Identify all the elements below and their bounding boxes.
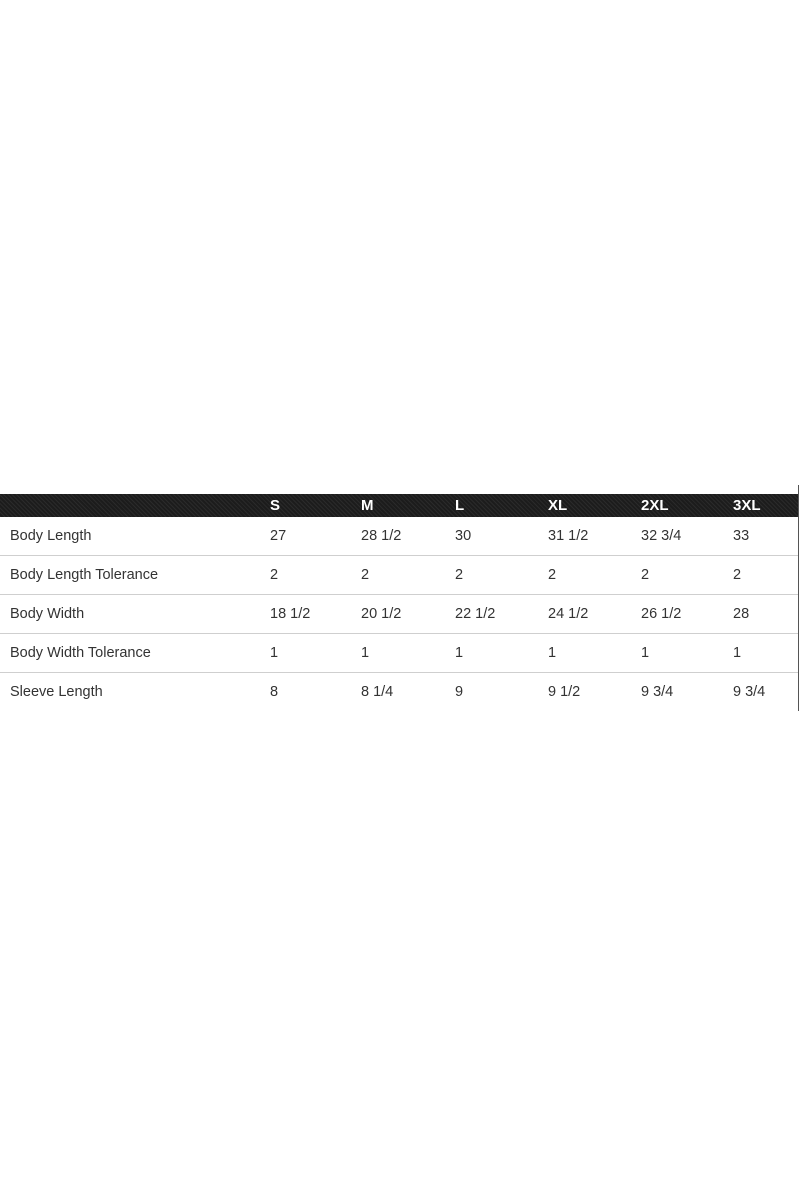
table-row: Body Length Tolerance 2 2 2 2 2 2 (0, 556, 798, 595)
table-cell: 2 (270, 567, 279, 583)
table-cell: 30 (455, 528, 472, 544)
table-cell: 1 (548, 645, 557, 661)
table-cell: 27 (270, 528, 287, 544)
table-header-row: S M L XL 2XL 3XL (0, 494, 798, 517)
table-cell: 1 (270, 645, 279, 661)
size-chart-table: S M L XL 2XL 3XL Body Length 27 28 1/2 30 31 1/2 3… (0, 494, 799, 711)
table-cell: 1 (733, 645, 742, 661)
table-cell: 1 (361, 645, 370, 661)
table-cell: 32 3/4 (641, 528, 682, 544)
table-cell: 1 (641, 645, 650, 661)
table-cell: 9 1/2 (548, 684, 581, 700)
table-cell: 28 1/2 (361, 528, 402, 544)
table-cell: 1 (455, 645, 464, 661)
table-cell: 24 1/2 (548, 606, 589, 622)
row-label: Sleeve Length (10, 684, 103, 700)
table-cell: 8 1/4 (361, 684, 394, 700)
column-header: M (361, 497, 374, 514)
table-body: Body Length 27 28 1/2 30 31 1/2 32 3/4 33 Body … (0, 517, 798, 711)
table-cell: 2 (733, 567, 742, 583)
column-header: XL (548, 497, 568, 514)
table-cell: 31 1/2 (548, 528, 589, 544)
table-cell: 20 1/2 (361, 606, 402, 622)
table-cell: 9 3/4 (641, 684, 674, 700)
table-cell: 22 1/2 (455, 606, 496, 622)
table-cell: 8 (270, 684, 279, 700)
row-label: Body Width Tolerance (10, 645, 151, 661)
column-header: L (455, 497, 465, 514)
row-label: Body Length (10, 528, 92, 544)
row-label: Body Width (10, 606, 85, 622)
table-cell: 26 1/2 (641, 606, 682, 622)
table-cell: 9 3/4 (733, 684, 766, 700)
column-header: S (270, 497, 281, 514)
table-cell: 33 (733, 528, 750, 544)
table-cell: 2 (455, 567, 464, 583)
table-row: Body Width Tolerance 1 1 1 1 1 1 (0, 634, 798, 673)
table-cell: 9 (455, 684, 464, 700)
row-label: Body Length Tolerance (10, 567, 159, 583)
table-cell: 2 (548, 567, 557, 583)
table-cell: 2 (361, 567, 370, 583)
column-header: 2XL (641, 497, 669, 514)
table-row: Body Width 18 1/2 20 1/2 22 1/2 24 1/2 26 1/2… (0, 595, 798, 634)
table-cell: 28 (733, 606, 750, 622)
table-cell: 2 (641, 567, 650, 583)
table-row: Body Length 27 28 1/2 30 31 1/2 32 3/4 33 (0, 517, 798, 556)
table-row: Sleeve Length 8 8 1/4 9 9 1/2 9 3/4 9 3/4 (0, 673, 798, 711)
table-cell: 18 1/2 (270, 606, 311, 622)
column-header: 3XL (733, 497, 761, 514)
